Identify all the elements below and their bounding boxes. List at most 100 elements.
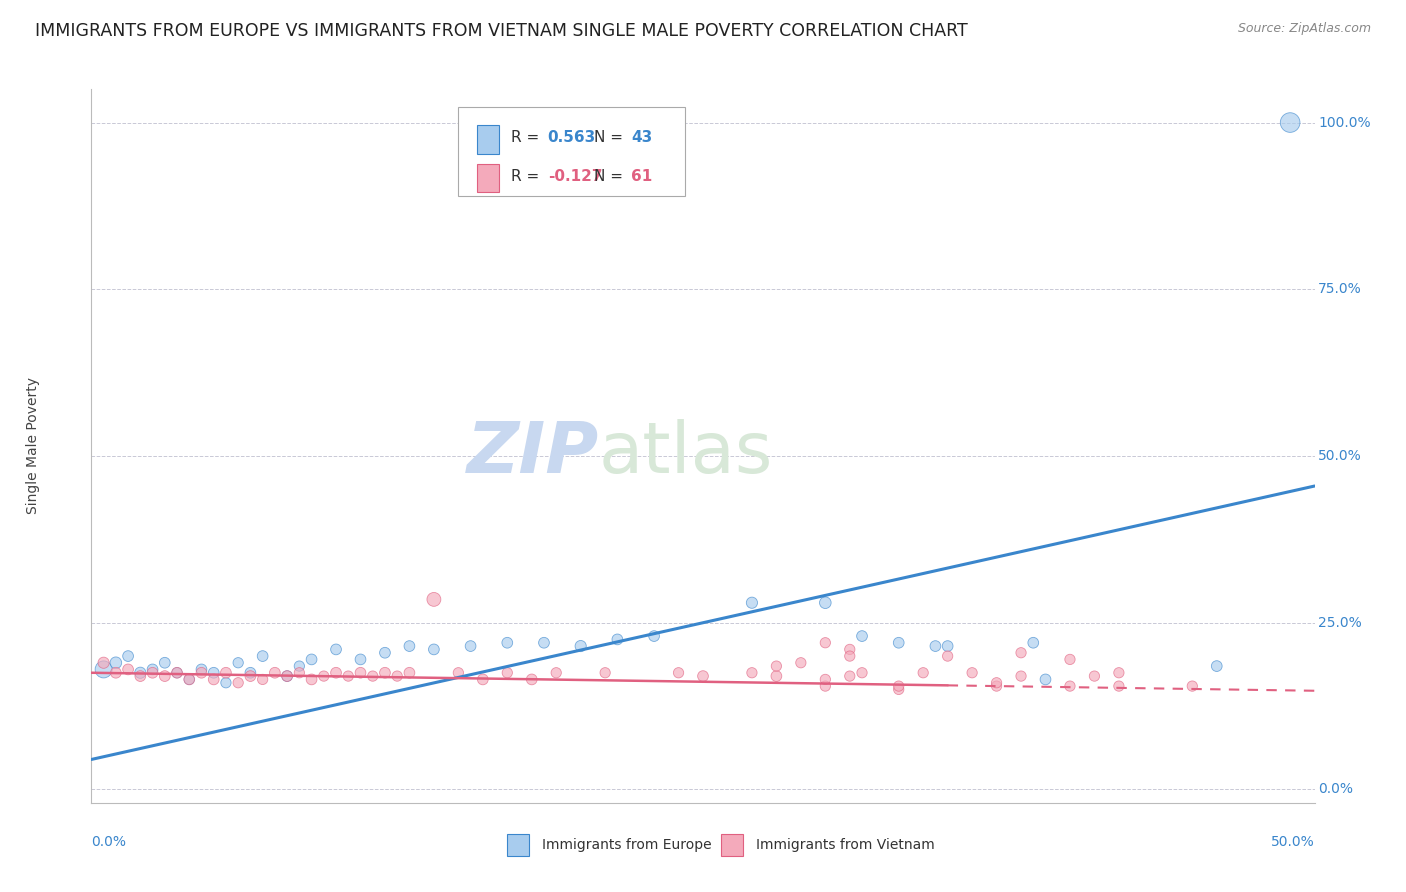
Point	[851, 665, 873, 680]
Point	[117, 649, 139, 664]
Point	[569, 639, 592, 653]
Point	[398, 639, 420, 653]
Text: Single Male Poverty: Single Male Poverty	[25, 377, 39, 515]
Point	[1181, 679, 1204, 693]
Point	[301, 673, 323, 687]
Point	[533, 636, 555, 650]
Point	[496, 636, 519, 650]
Point	[887, 682, 910, 697]
Point	[215, 665, 238, 680]
Point	[1059, 679, 1081, 693]
Point	[887, 679, 910, 693]
Point	[129, 669, 152, 683]
Point	[312, 669, 335, 683]
Point	[838, 642, 860, 657]
Point	[104, 665, 127, 680]
Point	[1035, 673, 1057, 687]
Point	[239, 665, 262, 680]
Text: 25.0%: 25.0%	[1319, 615, 1362, 630]
Point	[252, 649, 274, 664]
FancyBboxPatch shape	[508, 834, 529, 855]
Text: 43: 43	[631, 130, 652, 145]
Point	[668, 665, 690, 680]
Point	[104, 656, 127, 670]
Point	[226, 656, 249, 670]
Point	[153, 669, 176, 683]
Point	[166, 665, 188, 680]
Point	[1010, 669, 1032, 683]
Point	[276, 669, 298, 683]
Point	[593, 665, 616, 680]
Point	[814, 636, 837, 650]
Text: 61: 61	[631, 169, 652, 184]
Point	[1022, 636, 1045, 650]
Point	[117, 662, 139, 676]
Point	[447, 665, 470, 680]
Point	[288, 659, 311, 673]
Point	[239, 669, 262, 683]
Text: N =: N =	[595, 130, 628, 145]
Point	[202, 665, 225, 680]
Point	[349, 652, 371, 666]
Point	[520, 673, 543, 687]
Point	[643, 629, 665, 643]
Point	[1010, 646, 1032, 660]
Text: atlas: atlas	[599, 418, 773, 488]
FancyBboxPatch shape	[721, 834, 744, 855]
Point	[496, 665, 519, 680]
FancyBboxPatch shape	[477, 125, 499, 153]
Point	[1083, 669, 1105, 683]
Point	[765, 669, 787, 683]
Point	[374, 646, 396, 660]
Point	[93, 662, 115, 676]
Point	[741, 665, 763, 680]
Point	[912, 665, 935, 680]
Text: 0.0%: 0.0%	[91, 835, 127, 849]
Point	[936, 639, 959, 653]
Text: N =: N =	[595, 169, 628, 184]
Point	[1205, 659, 1227, 673]
Point	[179, 673, 201, 687]
Point	[851, 629, 873, 643]
Point	[423, 592, 446, 607]
Point	[166, 665, 188, 680]
Point	[190, 662, 212, 676]
Point	[765, 659, 787, 673]
Point	[141, 665, 163, 680]
Point	[288, 665, 311, 680]
Point	[202, 673, 225, 687]
Text: 100.0%: 100.0%	[1319, 116, 1371, 129]
Point	[141, 662, 163, 676]
Point	[398, 665, 420, 680]
Text: Immigrants from Vietnam: Immigrants from Vietnam	[755, 838, 935, 852]
Point	[887, 636, 910, 650]
Point	[385, 669, 409, 683]
Point	[814, 596, 837, 610]
Point	[924, 639, 946, 653]
Text: 50.0%: 50.0%	[1271, 835, 1315, 849]
Point	[276, 669, 298, 683]
Point	[741, 596, 763, 610]
Point	[692, 669, 714, 683]
Point	[814, 673, 837, 687]
Point	[838, 649, 860, 664]
Text: Source: ZipAtlas.com: Source: ZipAtlas.com	[1237, 22, 1371, 36]
Point	[790, 656, 813, 670]
Point	[986, 679, 1008, 693]
Point	[814, 679, 837, 693]
Text: R =: R =	[510, 169, 544, 184]
Point	[374, 665, 396, 680]
Text: Immigrants from Europe: Immigrants from Europe	[541, 838, 711, 852]
Point	[337, 669, 360, 683]
Point	[252, 673, 274, 687]
FancyBboxPatch shape	[458, 107, 685, 196]
Point	[93, 656, 115, 670]
Point	[325, 642, 347, 657]
Point	[606, 632, 628, 647]
Point	[986, 675, 1008, 690]
Point	[838, 669, 860, 683]
Point	[936, 649, 959, 664]
Point	[1059, 652, 1081, 666]
Point	[325, 665, 347, 680]
Point	[1279, 115, 1302, 129]
